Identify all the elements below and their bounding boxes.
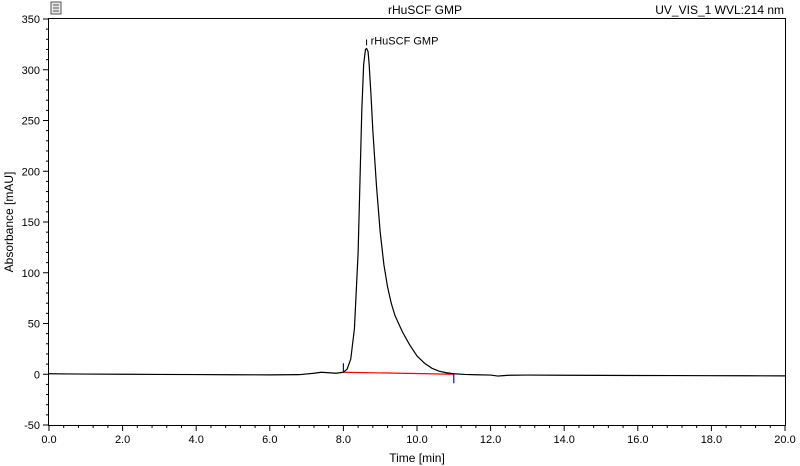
integration-baseline: [343, 371, 454, 375]
y-tick-label: 50: [28, 319, 40, 331]
channel-label: UV_VIS_1 WVL:214 nm: [655, 3, 784, 17]
series-line: [48, 47, 786, 377]
peak-label: rHuSCF GMP: [371, 35, 439, 47]
x-tick-label: 6.0: [262, 434, 277, 446]
y-tick-label: 100: [22, 268, 40, 280]
chart-title: rHuSCF GMP: [388, 3, 462, 17]
x-tick-label: 10.0: [406, 434, 427, 446]
y-axis: -50 0 50 100 150 200 250 300 350: [22, 14, 49, 432]
y-tick-label: 300: [22, 65, 40, 77]
y-tick-label: 200: [22, 166, 40, 178]
plot-area: [48, 18, 786, 426]
x-axis-label: Time [min]: [389, 451, 445, 465]
x-tick-label: 12.0: [480, 434, 501, 446]
y-axis-label: Absorbance [mAU]: [2, 172, 16, 273]
x-tick-label: 4.0: [189, 434, 204, 446]
y-tick-label: 250: [22, 116, 40, 128]
window-icon[interactable]: [50, 1, 62, 15]
annotations: rHuSCF GMP: [366, 35, 439, 47]
x-tick-label: 16.0: [627, 434, 648, 446]
x-axis: 0.0 2.0 4.0 6.0 8.0 10.0 12.0 14.0 16.0 18.0 20.0: [41, 425, 796, 446]
peak-markers: [342, 363, 455, 384]
y-tick-label: 0: [34, 369, 40, 381]
x-tick-label: 14.0: [553, 434, 574, 446]
x-tick-label: 8.0: [336, 434, 351, 446]
y-tick-label: -50: [24, 420, 40, 432]
baseline-line: [343, 371, 454, 375]
x-tick-label: 20.0: [774, 434, 795, 446]
y-tick-label: 350: [22, 14, 40, 26]
series-group: [48, 47, 786, 377]
x-tick-label: 18.0: [701, 434, 722, 446]
y-tick-label: 150: [22, 217, 40, 229]
x-tick-label: 2.0: [115, 434, 130, 446]
x-tick-label: 0.0: [41, 434, 56, 446]
